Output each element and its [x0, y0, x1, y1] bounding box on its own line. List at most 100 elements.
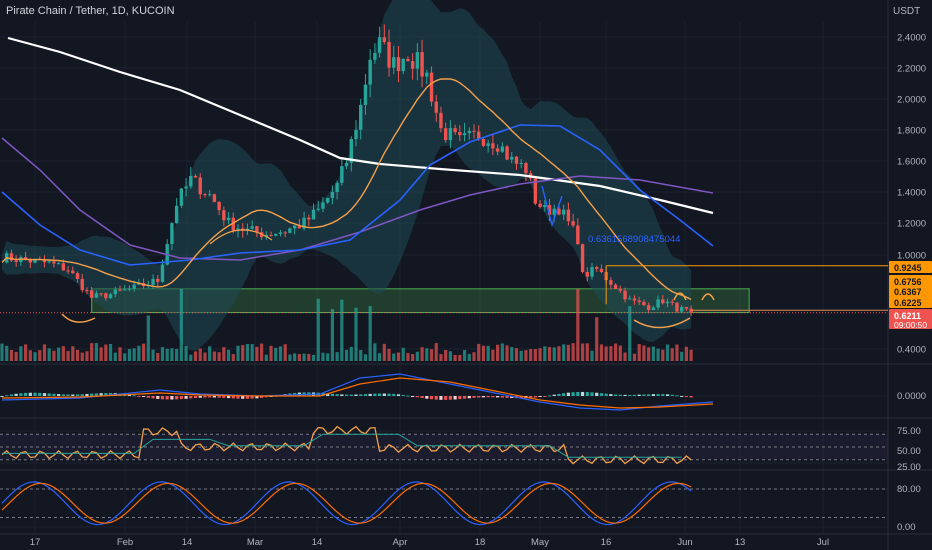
macd-histogram-bar: [562, 393, 566, 396]
macd-histogram-bar: [543, 396, 547, 397]
volume-bar: [477, 343, 481, 361]
price-axis[interactable]: 2.4000 2.2000 2.0000 1.8000 1.6000 1.4000 1.20…: [889, 33, 932, 534]
macd-histogram-bar: [552, 394, 556, 396]
volume-bar: [90, 343, 94, 361]
time-tick-label: 18: [475, 537, 486, 548]
candle-body: [325, 197, 330, 203]
macd-histogram-bar: [57, 394, 61, 396]
candle-body: [462, 133, 467, 136]
candle-body: [656, 299, 660, 308]
macd-pane: [0, 373, 714, 411]
macd-histogram-bar: [472, 396, 476, 398]
candle-body: [132, 284, 136, 289]
volume-bar: [675, 344, 679, 361]
volume-bar: [609, 346, 613, 361]
volume-bar: [444, 350, 448, 361]
candle-body: [543, 205, 547, 207]
macd-histogram-bar: [170, 396, 174, 400]
time-axis[interactable]: 17 Feb 14 Mar 14 Apr 18 May 16 Jun 13 Jul: [0, 533, 932, 548]
candle-body: [61, 263, 66, 271]
macd-histogram-bar: [189, 396, 193, 399]
volume-bar: [491, 349, 495, 361]
arc-drawing: [209, 229, 273, 245]
volume-bar: [533, 349, 537, 361]
candle-body: [651, 307, 656, 311]
arc-drawing: [633, 317, 691, 329]
macd-histogram-bar: [344, 394, 349, 396]
candle-body: [189, 175, 193, 187]
volume-bar: [632, 353, 637, 361]
candle-body: [75, 273, 80, 279]
macd-histogram-bar: [368, 393, 372, 396]
candle-body: [231, 217, 235, 231]
candle-body: [226, 217, 231, 221]
macd-histogram-bar: [665, 394, 670, 396]
macd-histogram-bar: [529, 396, 533, 398]
candle-body: [510, 156, 514, 160]
volume-bar: [514, 348, 519, 361]
macd-histogram-bar: [382, 393, 386, 396]
candle-body: [519, 162, 523, 164]
candle-body: [184, 186, 188, 189]
volume-bar: [590, 350, 594, 361]
volume-bar: [321, 352, 325, 361]
stoch-tick-label: 0.00: [897, 522, 916, 533]
volume-bar: [19, 346, 23, 361]
volume-bar: [326, 353, 330, 361]
volume-bar: [132, 348, 136, 361]
countdown-label: 09:00:50: [894, 320, 927, 330]
candle-body: [684, 307, 689, 309]
macd-histogram-bar: [52, 393, 56, 396]
macd-histogram-bar: [250, 396, 254, 399]
volume-bar: [33, 352, 37, 361]
macd-histogram-bar: [505, 396, 509, 398]
volume-bar: [368, 306, 372, 361]
candle-body: [274, 233, 278, 236]
volume-bar: [316, 298, 320, 361]
volume-bar: [340, 299, 344, 361]
candle-body: [28, 259, 33, 263]
price-tick-label: 0.4000: [897, 345, 926, 356]
volume-bar: [241, 345, 245, 361]
volume-bar: [42, 344, 47, 361]
macd-histogram-bar: [175, 396, 179, 400]
volume-bar: [566, 344, 570, 361]
candle-body: [217, 201, 221, 211]
candle-body: [472, 130, 476, 132]
candle-body: [368, 59, 372, 85]
volume-bar: [156, 353, 160, 361]
volume-bar: [57, 347, 61, 361]
volume-bar: [557, 346, 561, 361]
macd-histogram-bar: [670, 394, 674, 396]
candle-body: [340, 166, 344, 183]
macd-histogram-bar: [604, 393, 608, 396]
volume-bar: [66, 350, 70, 361]
volume-bar: [14, 352, 18, 361]
candle-body: [212, 194, 217, 202]
volume-bar: [293, 353, 297, 361]
macd-histogram-bar: [623, 394, 627, 396]
macd-histogram-bar: [203, 396, 207, 398]
macd-histogram-bar: [340, 394, 344, 396]
candle-body: [552, 208, 556, 215]
volume-bar: [429, 349, 434, 361]
volume-bar: [599, 344, 604, 361]
macd-histogram-bar: [585, 392, 589, 396]
candle-body: [104, 293, 108, 299]
candle-body: [349, 139, 353, 163]
price-tag: [889, 261, 932, 273]
volume-bar: [193, 351, 198, 361]
candle-body: [288, 228, 292, 233]
macd-histogram-bar: [458, 396, 462, 400]
candle-body: [599, 268, 604, 273]
macd-histogram-bar: [264, 396, 268, 398]
candle-body: [89, 290, 94, 298]
candle-body: [156, 278, 160, 282]
candle-body: [9, 253, 14, 261]
candle-body: [491, 143, 495, 149]
volume-bar: [123, 353, 127, 361]
volume-bar: [571, 343, 575, 361]
candle-body: [410, 61, 415, 69]
macd-histogram-bar: [628, 394, 632, 396]
